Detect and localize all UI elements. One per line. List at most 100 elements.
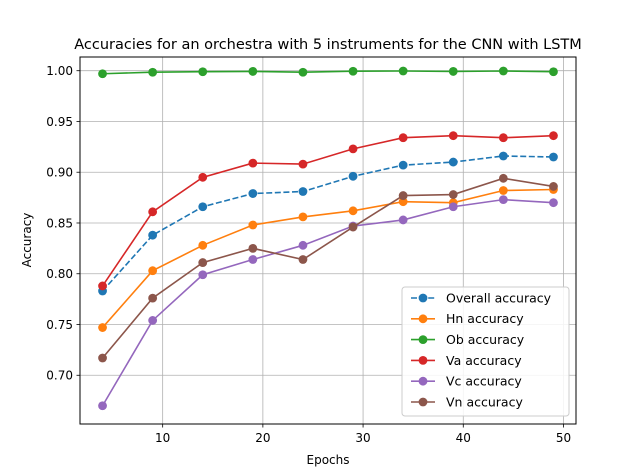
data-point	[148, 316, 158, 325]
plot-frame	[79, 56, 577, 425]
data-point	[448, 131, 458, 141]
data-point	[198, 172, 208, 182]
data-point	[348, 171, 358, 181]
legend-label: Vc accuracy	[446, 374, 522, 389]
data-point	[549, 67, 558, 77]
data-point	[448, 157, 458, 167]
data-point	[448, 67, 458, 76]
data-point	[298, 159, 308, 169]
y-tick-label: 0.90	[46, 166, 73, 180]
legend-item: Vn accuracy	[411, 394, 523, 409]
data-point	[348, 206, 358, 216]
series-line	[101, 155, 554, 292]
legend-label: Ob accuracy	[446, 332, 525, 347]
data-point	[448, 202, 458, 212]
series-line	[102, 70, 554, 75]
series-line	[101, 188, 554, 329]
legend-box	[401, 286, 570, 417]
data-point	[248, 158, 258, 168]
data-point	[398, 197, 408, 207]
legend-marker	[418, 376, 428, 386]
data-point	[148, 266, 158, 276]
y-axis-label: Accuracy	[20, 213, 34, 268]
y-tick-label: 0.70	[46, 369, 73, 383]
data-point	[148, 230, 158, 240]
data-point	[398, 133, 408, 143]
data-point	[198, 258, 208, 267]
legend-label: Hn accuracy	[446, 311, 524, 326]
legend-item: Overall accuracy	[411, 290, 552, 305]
legend-item: Hn accuracy	[411, 311, 524, 326]
legend-label: Overall accuracy	[446, 290, 552, 305]
x-tick-label: 30	[355, 431, 370, 445]
y-tick-label: 0.75	[46, 318, 73, 332]
data-point	[298, 240, 308, 250]
data-point	[448, 190, 458, 199]
data-point	[498, 151, 508, 161]
series-layer	[98, 66, 558, 411]
chart-title: Accuracies for an orchestra with 5 instr…	[74, 37, 582, 53]
legend-item: Vc accuracy	[411, 374, 522, 389]
data-point	[248, 189, 258, 198]
y-tick-label: 1.00	[46, 64, 73, 78]
data-point	[498, 173, 508, 183]
x-tick-label: 40	[456, 431, 471, 445]
data-point	[498, 186, 508, 195]
data-point	[148, 67, 158, 77]
data-point	[98, 69, 107, 79]
x-tick-label: 20	[255, 431, 270, 445]
data-point	[198, 270, 208, 280]
legend-marker	[418, 397, 428, 407]
data-point	[298, 255, 308, 264]
data-point	[198, 202, 208, 212]
legend-marker	[418, 335, 428, 344]
data-point	[198, 67, 208, 77]
data-point	[348, 144, 358, 154]
data-point	[549, 198, 558, 208]
data-point	[549, 131, 558, 141]
legend-label: Vn accuracy	[446, 394, 523, 409]
series-va-accuracy	[98, 131, 558, 291]
y-tick-label: 0.80	[46, 267, 73, 281]
data-point	[348, 222, 358, 232]
data-point	[348, 66, 358, 76]
x-tick-label: 50	[556, 431, 571, 445]
series-hn-accuracy	[98, 185, 558, 332]
data-point	[549, 152, 558, 162]
legend-marker	[418, 356, 428, 365]
data-point	[198, 240, 208, 250]
series-ob-accuracy	[98, 66, 558, 79]
data-point	[148, 293, 158, 303]
data-point	[248, 220, 258, 230]
data-point	[248, 67, 258, 76]
data-point	[298, 212, 308, 222]
y-tick-label: 0.85	[46, 216, 73, 230]
series-line	[101, 134, 554, 287]
data-point	[98, 401, 107, 411]
legend-item: Ob accuracy	[411, 332, 525, 347]
legend-item: Va accuracy	[411, 353, 522, 368]
series-line	[101, 198, 554, 407]
data-point	[248, 255, 258, 264]
data-point	[398, 160, 408, 170]
x-tick-label: 10	[155, 431, 170, 445]
legend-marker	[418, 314, 428, 324]
data-point	[248, 243, 258, 253]
data-point	[498, 195, 508, 205]
data-point	[98, 353, 107, 363]
y-tick-label: 0.95	[46, 115, 73, 129]
data-point	[298, 187, 308, 196]
grid-lines	[80, 57, 576, 424]
legend-marker	[418, 293, 428, 303]
series-vn-accuracy	[98, 173, 558, 363]
data-point	[398, 191, 408, 200]
data-point	[298, 67, 308, 77]
data-point	[98, 281, 107, 291]
data-point	[398, 66, 408, 76]
legend-label: Va accuracy	[446, 353, 522, 368]
data-point	[498, 133, 508, 143]
data-point	[148, 207, 158, 217]
y-axis: 0.70 0.75 0.80 0.85 0.90 0.95 1.00	[46, 64, 80, 383]
data-point	[498, 66, 508, 76]
